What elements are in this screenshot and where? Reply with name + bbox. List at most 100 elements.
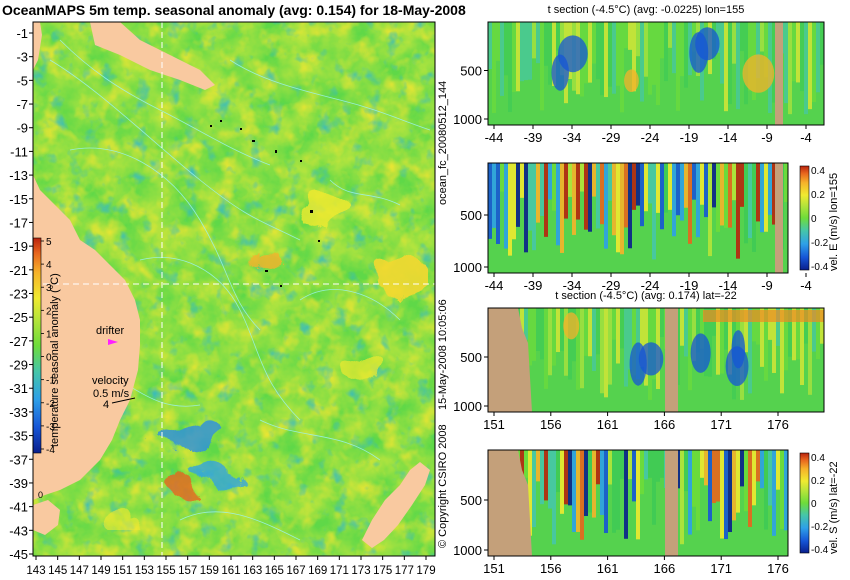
section-streak (524, 22, 528, 81)
panel-colorbar (799, 452, 810, 554)
section-streak (680, 22, 684, 77)
section-shelf (488, 450, 532, 556)
section-land (665, 450, 678, 556)
section-streak (688, 308, 692, 391)
section-streak (716, 163, 720, 232)
section-streak (508, 163, 512, 256)
section-streak (728, 163, 732, 228)
copyright-label: © Copyright CSIRO 2008 (437, 424, 449, 548)
section-streak (668, 22, 672, 48)
section-streak (644, 22, 648, 77)
section-streak (664, 22, 668, 82)
section-streak (676, 163, 680, 216)
section-streak (660, 450, 664, 478)
panel-x-tick-label: -44 (485, 130, 504, 145)
section-streak (772, 450, 776, 536)
section-streak (784, 308, 788, 371)
section-streak (608, 22, 612, 87)
section-streak (604, 163, 608, 249)
section-streak (732, 163, 736, 201)
section-streak (720, 308, 724, 374)
section-streak (768, 163, 772, 215)
eddy-features (100, 186, 428, 530)
map-x-tick-label: 143 (26, 565, 45, 577)
panel-x-tick-label: 171 (710, 561, 732, 576)
section-streak (572, 163, 576, 235)
section-streak (572, 450, 576, 533)
land-masses (33, 22, 430, 548)
map-small-mark: 0 (38, 490, 43, 500)
panel-y-tick-label: 1000 (453, 260, 482, 275)
section-streak (532, 450, 536, 528)
map-x-tick-label: 159 (200, 565, 219, 577)
section-streak (620, 450, 624, 479)
section-panel-3: t section (-4.5°C) (avg: 0.174) lat=-22 5… (453, 290, 825, 432)
map-x-axis: 143 145 147 149 151 153 155 157 159 161 163 165 167 1… (26, 556, 436, 577)
section-streak (632, 22, 636, 92)
section-streak (724, 308, 728, 350)
section-streak (760, 22, 764, 52)
section-blob (638, 342, 664, 376)
section-panel-2: 500 1000-44 -39 -34 -29 -24 -19 -14 -9 -4 0.4 0.2 0 -… (453, 162, 840, 293)
panel-x-tick-label: 176 (767, 561, 789, 576)
section-streak (660, 22, 664, 59)
map-y-tick-label: -43 (9, 523, 28, 538)
section-streak (524, 163, 528, 253)
section-streak (568, 163, 572, 197)
panel-x-tick-label: 176 (767, 417, 789, 432)
map-y-tick-label: -27 (9, 334, 28, 349)
panel-x-tick-label: -9 (761, 130, 773, 145)
section-streak (600, 163, 604, 225)
section-streak (760, 308, 764, 367)
section-streak (532, 22, 536, 59)
section-streak (820, 308, 824, 344)
section-streak (772, 163, 776, 225)
section-streak (684, 308, 688, 357)
map-y-tick-label: -35 (9, 429, 28, 444)
section-streak (728, 450, 732, 533)
section-streak (764, 308, 768, 381)
section-streak (536, 308, 540, 351)
section-streak (516, 163, 520, 227)
section-streak (700, 163, 704, 205)
section-streak (544, 450, 548, 501)
section-streak (580, 308, 584, 389)
colorbar-tick-label: 2 (46, 306, 52, 317)
section-streak (772, 308, 776, 373)
map-y-tick-label: -39 (9, 476, 28, 491)
section-streak (552, 22, 556, 86)
section-streak (492, 163, 496, 228)
section-streak (512, 163, 516, 240)
panel-frame (487, 21, 825, 126)
section-streak (512, 22, 516, 93)
section-streak (764, 22, 768, 78)
section-streak (584, 163, 588, 230)
panel-x-tick-label: 161 (597, 417, 619, 432)
section-panel-1: t section (-4.5°C) (avg: -0.0225) lon=15… (453, 4, 825, 145)
panel-y-tick-label: 1000 (453, 112, 482, 127)
section-streak (620, 308, 624, 349)
panel-title: t section (-4.5°C) (avg: 0.174) lat=-22 (555, 290, 736, 302)
section-streak (688, 163, 692, 244)
colorbar-tick-label: 4 (46, 260, 52, 271)
section-streak (740, 22, 744, 52)
section-streak (624, 450, 628, 539)
section-streak (600, 308, 604, 394)
section-streak (500, 22, 504, 96)
section-streak (720, 163, 724, 226)
section-streak (680, 163, 684, 221)
panel-colorbar-tick-label: -0.2 (811, 522, 829, 533)
section-streak (816, 22, 820, 93)
australia-landmass (33, 22, 42, 70)
section-streak (748, 450, 752, 527)
section-streak (636, 22, 640, 57)
map-y-tick-label: -25 (9, 310, 28, 325)
section-streak (588, 450, 592, 513)
section-streak (736, 450, 740, 513)
australia-landmass-main (33, 175, 140, 500)
panel-x-tick-label: -9 (761, 278, 773, 293)
velocity-value: 0.5 m/s (93, 388, 130, 400)
section-streak (684, 163, 688, 208)
section-streak (556, 163, 560, 246)
